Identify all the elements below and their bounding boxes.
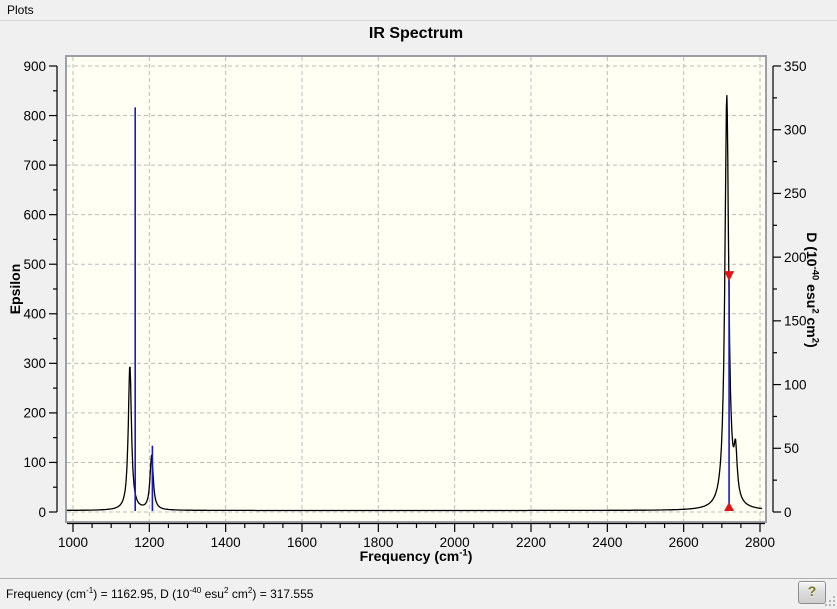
status-bar: Frequency (cm-1) = 1162.95, D (10-40 esu… (0, 578, 837, 609)
svg-text:1800: 1800 (363, 535, 393, 550)
svg-text:300: 300 (23, 356, 46, 371)
x-axis-label: Frequency (cm-1) (359, 547, 473, 564)
cursor-readout: Frequency (cm-1) = 1162.95, D (10-40 esu… (6, 586, 314, 601)
svg-text:700: 700 (23, 158, 46, 173)
axes (49, 65, 781, 532)
svg-text:900: 900 (23, 59, 46, 74)
svg-text:200: 200 (23, 406, 46, 421)
selected-peak-bottom-marker (724, 502, 735, 511)
tick-labels: 0 100 200 300 400 500 600 700 800 900 0 50 100 150 200… (23, 59, 806, 550)
menu-bar: Plots (0, 0, 837, 21)
svg-text:500: 500 (23, 257, 46, 272)
svg-text:1600: 1600 (287, 535, 317, 550)
svg-text:0: 0 (38, 505, 46, 520)
svg-text:2200: 2200 (516, 535, 546, 550)
svg-text:200: 200 (784, 250, 807, 265)
svg-text:250: 250 (784, 186, 807, 201)
svg-text:2600: 2600 (669, 535, 699, 550)
resize-grip[interactable] (825, 596, 836, 607)
help-button[interactable]: ? (798, 581, 826, 604)
plot-frame (65, 55, 767, 523)
svg-text:0: 0 (784, 505, 792, 520)
svg-text:50: 50 (784, 441, 799, 456)
svg-text:1000: 1000 (58, 535, 88, 550)
svg-text:400: 400 (23, 307, 46, 322)
svg-text:2800: 2800 (745, 535, 775, 550)
svg-text:350: 350 (784, 59, 807, 74)
d-sticks[interactable] (134, 107, 730, 511)
gridlines (67, 57, 765, 521)
svg-text:300: 300 (784, 123, 807, 138)
plot-title: IR Spectrum (368, 25, 464, 42)
svg-text:600: 600 (23, 207, 46, 222)
svg-text:100: 100 (784, 377, 807, 392)
svg-text:1400: 1400 (211, 535, 241, 550)
selected-peak-top-marker (724, 271, 735, 282)
svg-text:150: 150 (784, 314, 807, 329)
svg-text:100: 100 (23, 455, 46, 470)
svg-text:800: 800 (23, 108, 46, 123)
question-mark-icon: ? (807, 583, 817, 599)
epsilon-curve (66, 95, 763, 512)
svg-text:1200: 1200 (134, 535, 164, 550)
svg-text:2000: 2000 (440, 535, 470, 550)
svg-text:2400: 2400 (592, 535, 622, 550)
menu-item-plots[interactable]: Plots (7, 3, 34, 17)
selection-markers (724, 271, 735, 511)
